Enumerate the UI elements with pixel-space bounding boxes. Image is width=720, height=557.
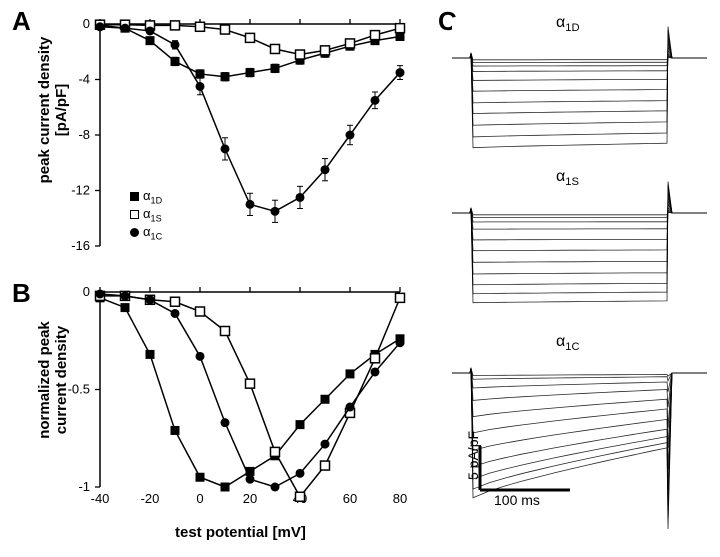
- svg-text:0: 0: [196, 491, 203, 506]
- svg-text:-20: -20: [141, 491, 160, 506]
- svg-text:20: 20: [243, 491, 257, 506]
- svg-text:-16: -16: [71, 238, 90, 253]
- legend-a1S: α1S: [130, 206, 162, 224]
- panel-a-label: A: [12, 6, 31, 37]
- scalebar-y-label: 5 pA/pF: [465, 431, 481, 480]
- legend-a1S-label: α1S: [143, 206, 162, 221]
- legend-a1C-label: α1C: [143, 224, 162, 239]
- legend-a1C: α1C: [130, 224, 162, 242]
- chart-b-xlabel: test potential [mV]: [175, 524, 306, 541]
- svg-text:80: 80: [393, 491, 407, 506]
- trace-label-a1C: α1C: [556, 333, 580, 353]
- legend-marker-open-square-icon: [130, 210, 139, 219]
- panel-b-label: B: [12, 278, 31, 309]
- legend-marker-filled-square-icon: [130, 192, 139, 201]
- svg-text:-1: -1: [78, 479, 90, 494]
- trace-label-a1S: α1S: [556, 168, 579, 188]
- chart-b-ylabel-l2: current density: [53, 326, 70, 434]
- chart-a-ylabel-l1: peak current density: [36, 37, 53, 184]
- svg-text:-12: -12: [71, 183, 90, 198]
- svg-text:-40: -40: [91, 491, 110, 506]
- chart-a-ylabel-l2: [pA/pF]: [53, 84, 70, 136]
- legend-a1D: α1D: [130, 188, 162, 206]
- svg-text:-0.5: -0.5: [68, 382, 90, 397]
- panel-c: [452, 18, 707, 538]
- panel-c-svg: [452, 18, 707, 538]
- svg-text:60: 60: [343, 491, 357, 506]
- svg-text:-8: -8: [78, 127, 90, 142]
- legend-a1D-label: α1D: [143, 188, 162, 203]
- svg-text:0: 0: [83, 284, 90, 299]
- chart-b-ylabel: normalized peak current density: [36, 280, 70, 480]
- chart-b-ylabel-l1: normalized peak: [36, 321, 53, 439]
- chart-b: -40-200204060800-0.5-1: [100, 292, 400, 504]
- svg-text:-4: -4: [78, 72, 90, 87]
- chart-a-ylabel: peak current density [pA/pF]: [36, 10, 70, 210]
- trace-label-a1D: α1D: [556, 14, 580, 34]
- scalebar-x-label: 100 ms: [494, 492, 540, 508]
- chart-b-svg: -40-200204060800-0.5-1: [100, 292, 400, 504]
- svg-text:0: 0: [83, 16, 90, 31]
- legend-marker-filled-circle-icon: [130, 228, 139, 237]
- figure-container: A B C 0-4-8-12-16 peak current density […: [0, 0, 720, 557]
